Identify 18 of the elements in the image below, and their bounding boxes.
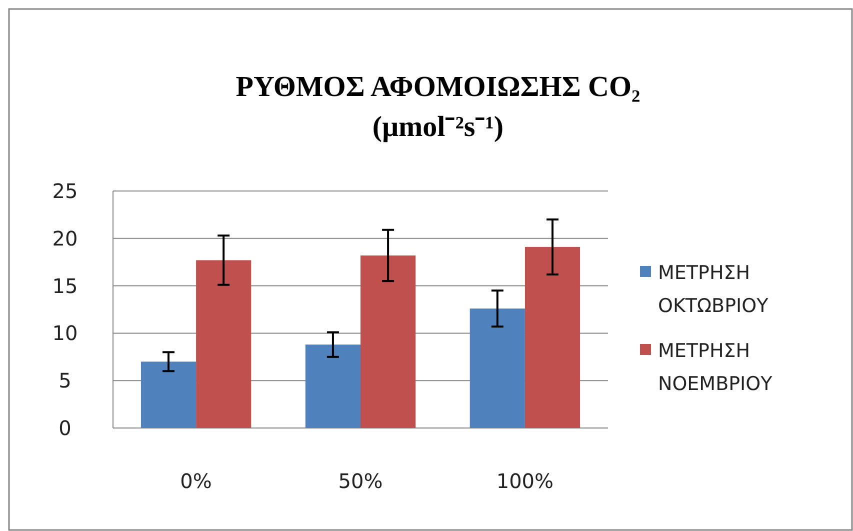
bar bbox=[196, 260, 252, 428]
x-tick-label: 50% bbox=[338, 469, 383, 493]
bar bbox=[360, 255, 416, 428]
y-tick-label: 0 bbox=[58, 416, 72, 440]
y-tick-label: 25 bbox=[52, 179, 78, 203]
x-tick-label: 0% bbox=[180, 469, 212, 493]
bar bbox=[305, 344, 360, 428]
legend-label: ΜΕΤΡΗΣΗ ΟΚΤΩΒΡΙΟΥ bbox=[658, 262, 769, 317]
y-tick-label: 5 bbox=[58, 368, 72, 393]
y-tick-label: 15 bbox=[52, 274, 78, 298]
bar bbox=[470, 308, 525, 428]
y-tick-label: 20 bbox=[52, 226, 78, 250]
bar bbox=[524, 246, 580, 428]
x-tick-label: 100% bbox=[496, 469, 554, 493]
bar bbox=[140, 362, 196, 428]
chart-title: ΡΥΘΜΟΣ ΑΦΟΜΟΙΩΣΗΣ CO₂ (μmol⁻²s⁻¹) bbox=[236, 71, 640, 143]
legend-label: ΜΕΤΡΗΣΗ ΝΟΕΜΒΡΙΟΥ bbox=[658, 340, 773, 395]
y-tick-label: 10 bbox=[52, 321, 78, 346]
